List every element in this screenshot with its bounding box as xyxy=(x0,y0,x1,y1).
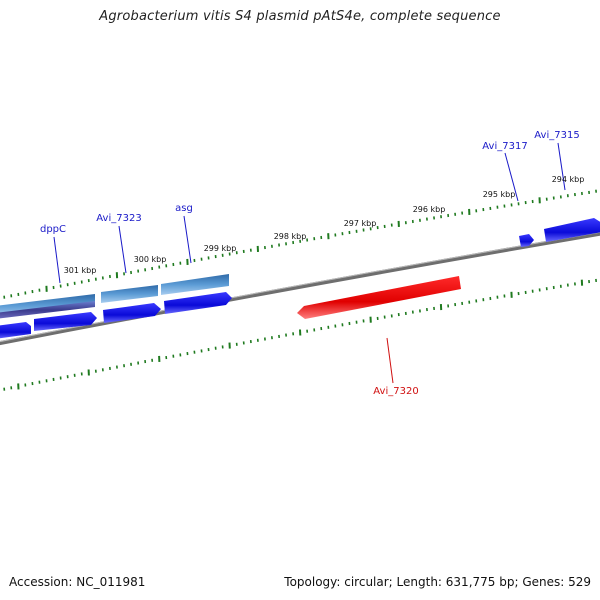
inner-scale-ticks xyxy=(3,278,597,391)
scale-label: 298 kbp xyxy=(274,232,307,241)
gene-label-dppC: dppC xyxy=(40,224,66,235)
label-leaders xyxy=(53,142,566,384)
leader-asg xyxy=(183,215,192,264)
leader-avi7315 xyxy=(557,142,566,191)
cds-band-block-dark xyxy=(0,301,95,319)
gene-arrow-forward[interactable] xyxy=(544,218,600,242)
gene-arrow-forward[interactable] xyxy=(0,322,31,339)
scale-label: 294 kbp xyxy=(552,175,585,184)
leader-avi7320 xyxy=(386,337,394,384)
scale-label: 295 kbp xyxy=(483,190,516,199)
leader-dppC xyxy=(53,236,61,284)
gene-label-avi7317: Avi_7317 xyxy=(482,141,527,152)
forward-genes xyxy=(0,218,600,339)
gene-arrow-reverse[interactable] xyxy=(297,276,461,319)
scale-label: 296 kbp xyxy=(413,205,446,214)
gene-label-asg: asg xyxy=(175,203,193,214)
gene-label-avi7320: Avi_7320 xyxy=(373,386,418,397)
cds-band-block xyxy=(101,285,158,303)
gene-arrow-forward[interactable] xyxy=(519,234,534,247)
gene-arrow-forward[interactable] xyxy=(164,292,232,314)
leader-avi7317 xyxy=(504,152,519,202)
gene-arrow-forward[interactable] xyxy=(34,312,97,331)
map-title: Agrobacterium vitis S4 plasmid pAtS4e, c… xyxy=(99,9,501,24)
gene-label-avi7323: Avi_7323 xyxy=(96,213,141,224)
scale-label: 301 kbp xyxy=(64,266,97,275)
gene-arrow-forward[interactable] xyxy=(103,303,161,323)
outer-scale-ticks xyxy=(3,189,597,299)
gene-label-avi7315: Avi_7315 xyxy=(534,130,579,141)
accession-text: Accession: NC_011981 xyxy=(9,575,146,589)
cds-band-block xyxy=(161,274,229,295)
plasmid-backbone xyxy=(0,231,600,346)
scale-label: 299 kbp xyxy=(204,244,237,253)
cds-band-group xyxy=(0,274,229,319)
leader-avi7323 xyxy=(118,225,127,274)
scale-label: 300 kbp xyxy=(134,255,167,264)
topology-summary: Topology: circular; Length: 631,775 bp; … xyxy=(284,575,591,589)
scale-label: 297 kbp xyxy=(344,219,377,228)
